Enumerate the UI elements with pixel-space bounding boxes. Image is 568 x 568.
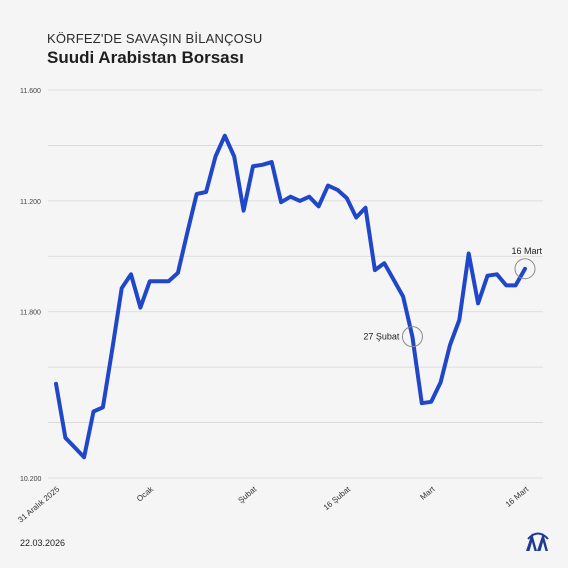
chart-grid bbox=[48, 89, 543, 479]
series-line bbox=[54, 133, 527, 460]
x-axis-ticks: 31 Aralık 2025 Ocak Şubat 16 Şubat Mart 16 Ma… bbox=[16, 484, 531, 524]
footer-date: 22.03.2026 bbox=[20, 538, 66, 548]
y-tick-label: 11.200 bbox=[20, 199, 41, 206]
chart-title: Suudi Arabistan Borsası bbox=[47, 48, 244, 67]
annotation-label: 16 Mart bbox=[511, 246, 542, 256]
chart-kicker: KÖRFEZ'DE SAVAŞIN BİLANÇOSU bbox=[47, 31, 263, 46]
annotations: 27 Şubat 16 Mart bbox=[363, 246, 542, 348]
x-tick-label: 16 Mart bbox=[504, 484, 531, 509]
annotation-circle bbox=[401, 326, 423, 348]
aa-logo-icon bbox=[526, 532, 549, 551]
annotation-label: 27 Şubat bbox=[363, 332, 400, 342]
x-tick-label: Şubat bbox=[236, 484, 258, 505]
y-tick-label: 11.600 bbox=[20, 88, 41, 95]
x-tick-label: Mart bbox=[418, 484, 437, 502]
y-axis-ticks: 10.200 11.200 11.600 11.800 bbox=[20, 88, 42, 483]
annotation-circle bbox=[514, 258, 536, 280]
y-tick-label: 11.800 bbox=[20, 310, 41, 317]
x-tick-label: Ocak bbox=[135, 484, 156, 504]
x-tick-label: 31 Aralık 2025 bbox=[16, 484, 61, 524]
series-line-layer bbox=[54, 133, 527, 460]
x-tick-label: 16 Şubat bbox=[322, 484, 353, 512]
y-tick-label: 10.200 bbox=[20, 476, 42, 483]
